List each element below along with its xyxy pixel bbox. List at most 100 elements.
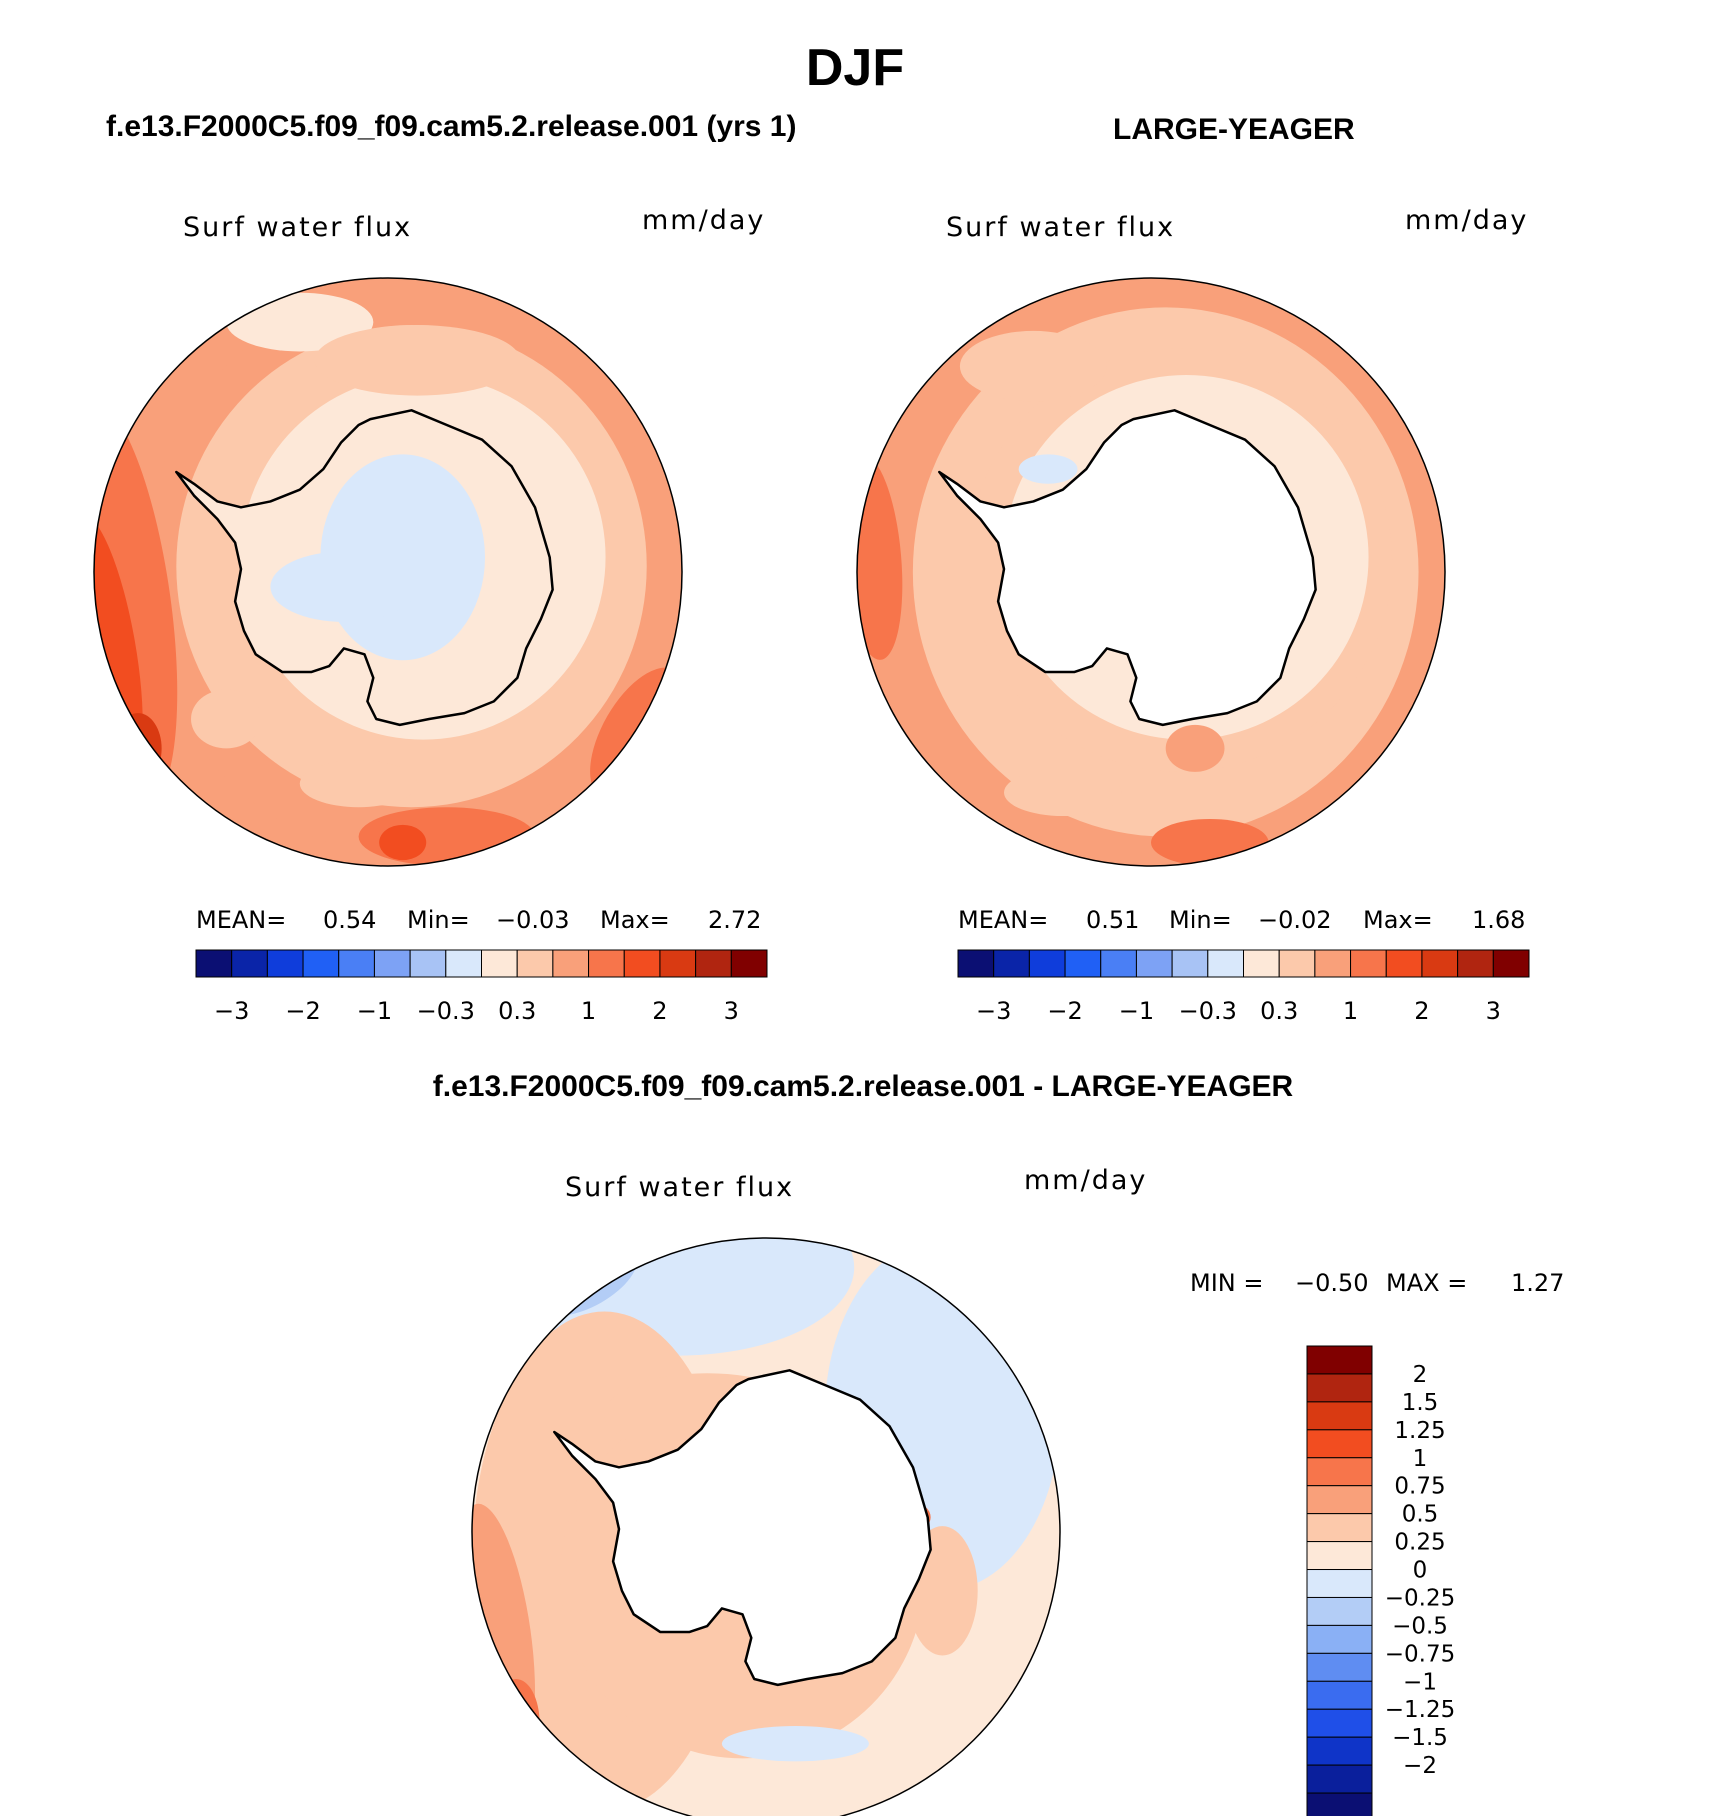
contour-patch xyxy=(379,824,427,861)
map-boundary xyxy=(93,277,683,867)
colorbar-tick-label: 0 xyxy=(1413,1558,1428,1584)
colorbar-swatch xyxy=(1306,1541,1373,1571)
colorbar-tick-label: −0.5 xyxy=(1392,1613,1448,1639)
colorbar-swatch xyxy=(373,949,411,978)
land-patch xyxy=(270,551,418,622)
colorbar-swatch xyxy=(1207,949,1244,978)
colorbar-swatch xyxy=(195,949,233,978)
colorbar-tick-label: 1 xyxy=(581,997,596,1025)
colorbar-swatch xyxy=(231,949,268,978)
contour-patch xyxy=(226,292,374,352)
panel-3-title: f.e13.F2000C5.f09_f09.cam5.2.release.001… xyxy=(432,1070,1294,1103)
contour-patch xyxy=(857,454,903,660)
colorbar-swatch xyxy=(1314,949,1352,978)
colorbar-swatch xyxy=(1492,949,1530,978)
colorbar-swatch xyxy=(1171,949,1209,978)
colorbar-tick-label: −2 xyxy=(1403,1753,1437,1779)
colorbar-swatch xyxy=(1306,1652,1373,1682)
colorbar-tick-label: 0.75 xyxy=(1394,1474,1445,1500)
polar-map-3 xyxy=(471,1237,1061,1816)
colorbar-tick-label: −0.25 xyxy=(1385,1585,1455,1611)
contour-patch xyxy=(1151,818,1269,866)
map-boundary xyxy=(471,1237,1061,1816)
colorbar-swatch xyxy=(409,949,447,978)
colorbar-swatch xyxy=(1457,949,1494,978)
map-field-1 xyxy=(94,278,682,866)
panel-1-title: f.e13.F2000C5.f09_f09.cam5.2.release.001… xyxy=(106,110,797,143)
panel-1-min-value: −0.03 xyxy=(496,906,570,934)
contour-patch xyxy=(191,689,262,749)
colorbar-3: 21.51.2510.750.50.250−0.25−0.5−0.75−1−1.… xyxy=(1306,1345,1455,1816)
colorbar-tick-label: 0.5 xyxy=(1402,1502,1439,1528)
colorbar-tick-label: 3 xyxy=(724,997,739,1025)
map-field-3 xyxy=(472,1238,1060,1816)
panel-2-mean-label: MEAN= xyxy=(958,906,1049,934)
colorbar-swatch xyxy=(481,949,518,978)
colorbar-swatch xyxy=(1064,949,1102,978)
panel-3-units-label: mm/day xyxy=(1024,1165,1148,1196)
colorbar-swatch xyxy=(1306,1596,1373,1626)
colorbar-swatch xyxy=(588,949,625,978)
colorbar-swatch xyxy=(1306,1764,1373,1794)
polar-map-2 xyxy=(856,277,1446,867)
colorbar-swatch xyxy=(1306,1736,1373,1766)
polar-map-1 xyxy=(93,277,683,867)
colorbar-swatch xyxy=(1306,1345,1373,1375)
colorbar-tick-label: 1 xyxy=(1343,997,1358,1025)
panel-2-min-value: −0.02 xyxy=(1258,906,1332,934)
colorbar-tick-label: −1 xyxy=(1119,997,1154,1025)
colorbar-swatch xyxy=(266,949,304,978)
colorbar-tick-label: 3 xyxy=(1486,997,1501,1025)
panel-2-mean-value: 0.51 xyxy=(1086,906,1140,934)
colorbar-tick-label: −0.3 xyxy=(1179,997,1237,1025)
colorbar-swatch xyxy=(1306,1792,1373,1816)
panel-3-min-label: MIN = xyxy=(1190,1269,1264,1297)
colorbar-tick-label: 0.3 xyxy=(1260,997,1298,1025)
colorbar-swatch xyxy=(302,949,340,978)
colorbar-tick-label: 0.3 xyxy=(498,997,536,1025)
colorbar-tick-label: −1.25 xyxy=(1385,1697,1455,1723)
contour-patch xyxy=(492,1679,540,1768)
colorbar-swatch xyxy=(1028,949,1066,978)
colorbar-swatch xyxy=(730,949,768,978)
colorbar-swatch xyxy=(1306,1373,1373,1403)
colorbar-tick-label: −0.3 xyxy=(417,997,475,1025)
colorbar-tick-label: 1.5 xyxy=(1402,1390,1439,1416)
colorbar-swatch xyxy=(1306,1624,1373,1654)
panel-1-min-label: Min= xyxy=(407,906,470,934)
panel-1-mean-label: MEAN= xyxy=(196,906,287,934)
contour-patch xyxy=(1165,724,1225,772)
colorbar-swatch xyxy=(1306,1569,1373,1598)
contour-patch xyxy=(114,713,162,784)
colorbar-swatch xyxy=(1306,1680,1373,1710)
map-boundary xyxy=(856,277,1446,867)
colorbar-swatch xyxy=(1421,949,1459,978)
colorbar-swatch xyxy=(338,949,375,978)
panel-1-mean-value: 0.54 xyxy=(323,906,377,934)
colorbar-tick-label: −1.5 xyxy=(1392,1725,1448,1751)
colorbar-swatch xyxy=(659,949,697,978)
colorbar-tick-label: −3 xyxy=(214,997,249,1025)
colorbar-swatch xyxy=(695,949,732,978)
colorbar-swatch xyxy=(1278,949,1316,978)
contour-patch xyxy=(721,1726,869,1762)
panel-1-max-value: 2.72 xyxy=(708,906,762,934)
antarctica-coastline xyxy=(553,1369,932,1687)
colorbar-swatch xyxy=(1306,1457,1373,1487)
contour-patch xyxy=(314,325,521,396)
colorbar-tick-label: 0.25 xyxy=(1394,1530,1445,1556)
contour-patch xyxy=(1004,768,1122,817)
colorbar-swatch xyxy=(1350,949,1387,978)
colorbar-tick-label: −1 xyxy=(1403,1669,1437,1695)
panel-2-title: LARGE-YEAGER xyxy=(1113,113,1355,146)
colorbar-swatch xyxy=(1306,1513,1373,1543)
map-field-2 xyxy=(857,278,1445,866)
panel-2-units-label: mm/day xyxy=(1405,205,1529,236)
figure-title: DJF xyxy=(805,39,905,97)
panel-3-max-value: 1.27 xyxy=(1511,1269,1565,1297)
colorbar-swatch xyxy=(516,949,554,978)
colorbar-tick-label: 1 xyxy=(1413,1446,1428,1472)
panel-1-max-label: Max= xyxy=(600,906,670,934)
panel-2-max-value: 1.68 xyxy=(1472,906,1526,934)
colorbar-tick-label: −2 xyxy=(1047,997,1082,1025)
